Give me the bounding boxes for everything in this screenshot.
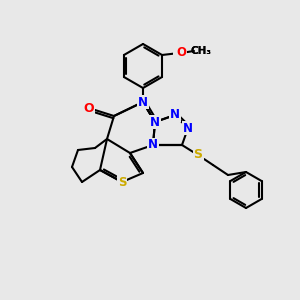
- Text: CH₃: CH₃: [190, 46, 212, 56]
- Text: S: S: [194, 148, 202, 161]
- Text: O: O: [84, 101, 94, 115]
- Text: N: N: [148, 139, 158, 152]
- Text: O: O: [176, 46, 186, 59]
- Text: N: N: [150, 116, 160, 128]
- Text: N: N: [183, 122, 193, 134]
- Text: N: N: [148, 139, 158, 152]
- Text: S: S: [194, 148, 202, 161]
- Text: O: O: [84, 101, 94, 115]
- Text: N: N: [150, 116, 160, 128]
- Text: N: N: [170, 109, 180, 122]
- Text: N: N: [138, 95, 148, 109]
- Text: N: N: [183, 122, 193, 134]
- Text: N: N: [138, 95, 148, 109]
- Text: CH₃: CH₃: [190, 46, 212, 56]
- Text: S: S: [118, 176, 126, 188]
- Text: N: N: [170, 109, 180, 122]
- Text: S: S: [118, 176, 126, 188]
- Text: O: O: [174, 46, 184, 59]
